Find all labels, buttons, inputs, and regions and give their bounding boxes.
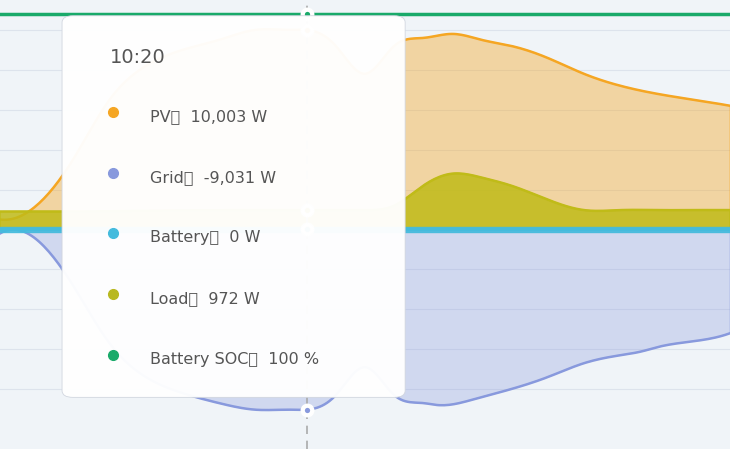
Text: Load：  972 W: Load： 972 W bbox=[150, 291, 259, 306]
Text: PV：  10,003 W: PV： 10,003 W bbox=[150, 109, 267, 124]
Text: Grid：  -9,031 W: Grid： -9,031 W bbox=[150, 170, 276, 185]
Text: 10:20: 10:20 bbox=[110, 48, 165, 67]
Text: Battery：  0 W: Battery： 0 W bbox=[150, 230, 260, 246]
FancyBboxPatch shape bbox=[62, 16, 405, 397]
Text: Battery SOC：  100 %: Battery SOC： 100 % bbox=[150, 352, 319, 367]
